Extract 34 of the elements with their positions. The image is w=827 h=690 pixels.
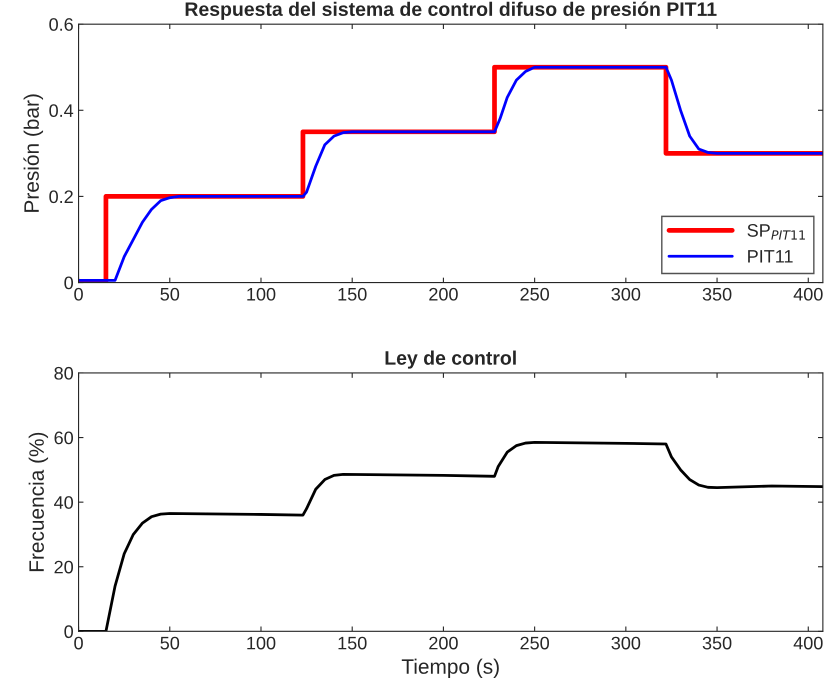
legend-label: PIT11 [748,250,793,263]
x-tick-label: 250 [520,288,549,301]
y-axis-title: Presión (bar) [23,94,44,212]
y-tick-label: 40 [54,496,73,509]
x-tick-label: 50 [160,636,180,650]
x-tick-label: 200 [429,288,458,301]
chart-title: Ley de control [386,350,516,369]
y-tick-label: 0 [64,276,73,290]
chart-title: Respuesta del sistema de control difuso de presión PIT11 [186,2,717,20]
y-tick-label: 0 [64,625,73,638]
y-tick-label: 0.4 [49,104,74,117]
x-tick-label: 100 [247,288,276,301]
x-tick-label: 200 [429,636,458,650]
legend-label: SP$_{PIT11}$ [747,224,805,240]
x-tick-label: 150 [338,288,367,301]
y-tick-label: 60 [54,431,73,444]
x-tick-label: 300 [611,288,640,301]
y-tick-label: 0.2 [49,190,73,204]
x-tick-label: 300 [611,636,640,650]
x-tick-label: 400 [794,288,823,301]
x-tick-label: 150 [338,636,367,650]
x-tick-label: 0 [74,288,83,301]
x-tick-label: 250 [520,636,549,650]
y-tick-label: 0.6 [49,18,73,31]
y-tick-label: 20 [54,560,73,574]
x-tick-label: 400 [794,636,823,650]
x-tick-label: 350 [702,288,732,301]
x-tick-label: 350 [702,636,732,650]
x-axis-title: Tiempo (s) [402,658,499,678]
x-tick-label: 50 [160,288,180,301]
y-tick-label: 80 [54,366,73,380]
y-axis-title: Frecuencia (%) [28,432,48,572]
x-tick-label: 0 [74,636,83,650]
x-tick-label: 100 [247,636,276,650]
